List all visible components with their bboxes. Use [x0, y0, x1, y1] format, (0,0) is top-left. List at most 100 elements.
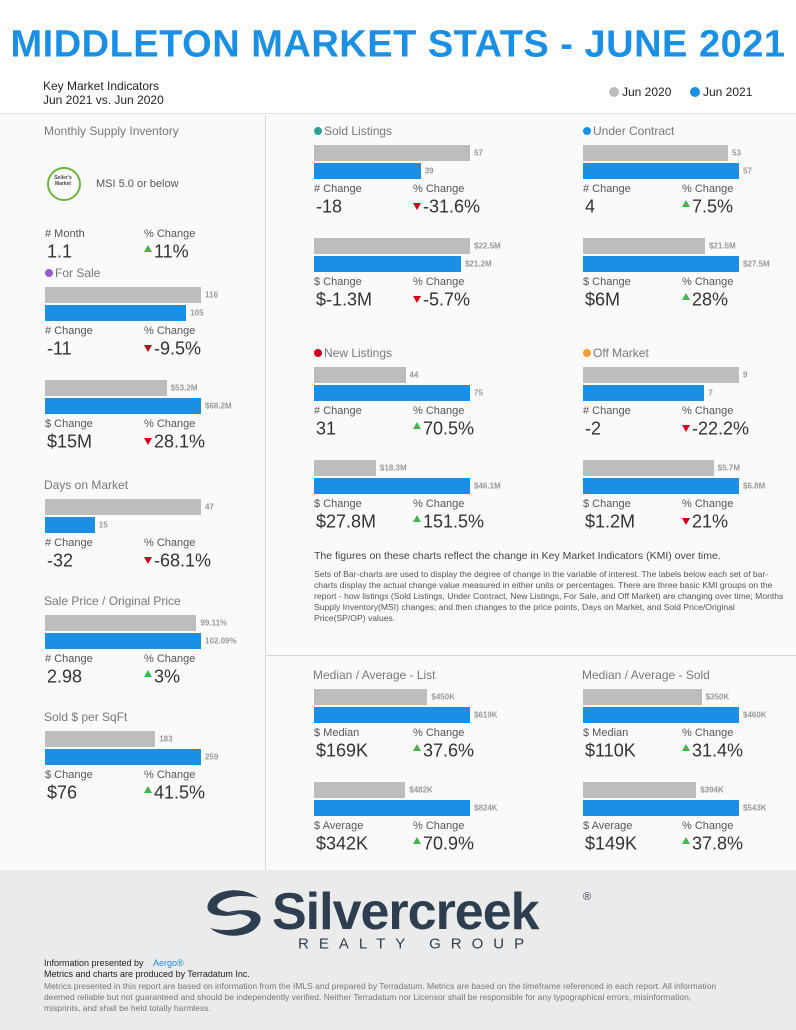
stat-label: % Change — [682, 276, 734, 288]
bar-label: 116 — [205, 290, 218, 300]
stat-value: 3% — [154, 666, 181, 687]
trend-down — [144, 438, 152, 445]
stat-label: % Change — [144, 228, 196, 240]
bar-label: 9 — [743, 370, 748, 380]
stat-label: $ Change — [45, 418, 93, 430]
bar-label: 105 — [190, 308, 204, 318]
stat-label: % Change — [413, 405, 465, 417]
note-body: Sets of Bar-charts are used to display t… — [314, 569, 784, 623]
stat-value: $149K — [585, 833, 638, 854]
bar — [314, 238, 470, 254]
stat-label: % Change — [413, 183, 465, 195]
stat-label: $ Median — [314, 727, 360, 739]
bar-label: $460K — [743, 710, 767, 720]
title-dot — [314, 349, 322, 357]
stat-value: -22.2% — [692, 418, 750, 439]
bar-label: $824K — [474, 803, 498, 813]
block-title: Median / Average - Sold — [582, 668, 710, 682]
stat-label: # Change — [45, 653, 93, 665]
bar — [314, 385, 470, 401]
trend-up — [413, 515, 421, 522]
bar-label: $450K — [431, 692, 455, 702]
bar-label: 259 — [205, 752, 219, 762]
stat-label: $ Average — [314, 820, 364, 832]
stat-value: -9.5% — [154, 338, 202, 359]
trend-down — [413, 296, 421, 303]
bar-label: $68.2M — [205, 401, 232, 411]
stat-label: % Change — [144, 537, 196, 549]
legend-swatch — [690, 87, 700, 97]
stat-label: # Change — [45, 325, 93, 337]
page-title: MIDDLETON MARKET STATS - JUNE 2021 — [10, 23, 786, 66]
bar-label: 7 — [708, 388, 713, 398]
stat-value: -68.1% — [154, 550, 212, 571]
bar — [314, 782, 406, 798]
bar — [45, 380, 167, 396]
stat-value: -31.6% — [423, 196, 481, 217]
trend-up — [413, 744, 421, 751]
bar-label: $18.3M — [379, 463, 407, 473]
bar-label: $619K — [474, 710, 498, 720]
stat-label: % Change — [144, 653, 196, 665]
logo-mark — [207, 890, 261, 936]
block-title: New Listings — [324, 346, 393, 360]
stat-value: 4 — [585, 196, 596, 217]
bar-label: $350K — [705, 692, 730, 702]
block-title: Sold Listings — [324, 124, 393, 138]
trend-up — [682, 744, 690, 751]
stat-label: % Change — [144, 769, 196, 781]
trend-up — [413, 837, 421, 844]
stat-label: % Change — [413, 820, 465, 832]
stat-label: % Change — [144, 418, 196, 430]
bar — [583, 163, 739, 179]
stat-value: 7.5% — [692, 196, 734, 217]
bar-label: $46.1M — [474, 481, 501, 491]
trend-down — [144, 557, 152, 564]
bar — [45, 499, 201, 515]
stat-label: % Change — [682, 820, 734, 832]
bar — [45, 305, 187, 321]
stat-label: $ Change — [583, 498, 631, 510]
bar — [314, 367, 406, 383]
stat-label: $ Change — [314, 276, 362, 288]
stat-label: % Change — [682, 183, 734, 195]
bar-label: 102.09% — [205, 636, 237, 646]
bar-label: $394K — [700, 785, 724, 795]
stat-value: 31 — [316, 418, 337, 439]
logo-name: Silvercreek — [272, 883, 540, 941]
bar — [45, 633, 201, 649]
trend-up — [144, 245, 152, 252]
bar — [314, 689, 428, 705]
stat-value: 31.4% — [692, 740, 744, 761]
stat-value: 1.1 — [47, 241, 73, 262]
stat-label: % Change — [144, 325, 196, 337]
stat-value: 70.9% — [423, 833, 475, 854]
stat-value: 70.5% — [423, 418, 475, 439]
block-title: Median / Average - List — [313, 668, 436, 682]
legend-label: Jun 2020 — [622, 85, 672, 99]
trend-down — [144, 345, 152, 352]
bar-label: 39 — [424, 166, 434, 176]
stat-value: 21% — [692, 511, 729, 532]
footer-presenter[interactable]: Aergo® — [153, 958, 184, 968]
bar — [583, 256, 739, 272]
trend-down — [413, 203, 421, 210]
bar-label: $22.5M — [474, 241, 501, 251]
bar-label: 75 — [474, 388, 483, 398]
horizontal-divider — [266, 655, 796, 656]
trend-down — [682, 518, 690, 525]
badge-note: MSI 5.0 or below — [96, 178, 179, 190]
stat-value: 151.5% — [423, 511, 485, 532]
trend-up — [144, 670, 152, 677]
stat-label: # Change — [583, 405, 631, 417]
stat-label: # Change — [314, 405, 362, 417]
bar — [583, 800, 739, 816]
stat-value: 28% — [692, 289, 729, 310]
logo-tagline: REALTY GROUP — [298, 935, 535, 953]
title-dot — [583, 349, 591, 357]
stat-label: % Change — [413, 727, 465, 739]
bar — [314, 145, 470, 161]
stat-label: % Change — [413, 498, 465, 510]
badge — [47, 167, 81, 201]
block-title: Off Market — [593, 346, 649, 360]
